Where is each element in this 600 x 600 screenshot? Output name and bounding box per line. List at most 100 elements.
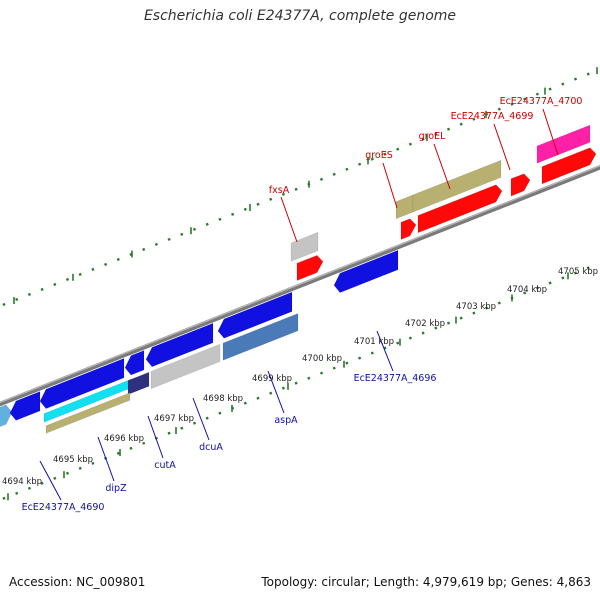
- inner-tick-track-dot: [91, 461, 95, 465]
- outer-tick-track-dot: [154, 242, 158, 246]
- gene-partial-reverse[interactable]: [0, 404, 13, 435]
- inner-tick-track-dot: [370, 351, 374, 355]
- gene-reverse[interactable]: [145, 322, 214, 368]
- outer-tick-track-dot: [142, 247, 146, 251]
- scale-label: 4701 kbp: [354, 337, 394, 347]
- outer-tick-track-dot: [91, 267, 95, 271]
- outer-tick-track-dot: [573, 77, 578, 81]
- scale-label: 4699 kbp: [252, 374, 292, 384]
- inner-tick-track-dot: [421, 331, 425, 335]
- gene-forward[interactable]: [417, 184, 503, 234]
- inner-tick-track-dot: [523, 291, 527, 295]
- inner-tick-track-dot: [281, 386, 285, 390]
- inner-tick-track-dot: [573, 271, 578, 275]
- gene-reverse[interactable]: [333, 249, 399, 293]
- outer-tick-track-dot: [434, 132, 438, 136]
- forward-gene-leader: [280, 196, 298, 243]
- inner-tick-track-dot: [294, 381, 298, 385]
- outer-tick-track-dot: [15, 297, 19, 302]
- gene-forward-gray[interactable]: [290, 231, 319, 262]
- inner-tick-track-dot: [167, 431, 171, 435]
- outer-tick-track-dot: [269, 197, 273, 201]
- gene-forward[interactable]: [296, 255, 324, 281]
- reverse-gene-label: EcE24377A_4696: [354, 373, 437, 384]
- gene-forward-pink[interactable]: [536, 124, 591, 164]
- forward-gene-leader: [433, 143, 451, 190]
- inner-tick-track-dot: [65, 471, 70, 475]
- gene-reverse-gray[interactable]: [150, 343, 221, 390]
- scale-label: 4694 kbp: [2, 477, 42, 487]
- gene-reverse[interactable]: [39, 357, 125, 409]
- inner-tick-track-dot: [15, 491, 19, 495]
- reverse-gene-leader: [147, 415, 164, 459]
- outer-tick-track-dot: [319, 177, 324, 181]
- gene-forward-khaki[interactable]: [412, 159, 502, 213]
- gene-reverse[interactable]: [124, 350, 145, 376]
- inner-tick-track-dot: [53, 476, 57, 480]
- scale-label: 4695 kbp: [53, 455, 93, 465]
- outer-tick-track-dot: [53, 282, 57, 287]
- reverse-gene-leader: [97, 436, 115, 482]
- outer-tick-track-dot: [510, 102, 514, 106]
- outer-tick-track-dot: [535, 92, 539, 96]
- gene-reverse[interactable]: [9, 391, 41, 421]
- outer-tick-track-dot: [586, 72, 590, 76]
- inner-tick-track-dot: [408, 336, 412, 340]
- outer-tick-track-dot: [383, 152, 387, 156]
- inner-tick-track-dot: [78, 466, 82, 470]
- outer-tick-track-dot: [104, 262, 108, 266]
- outer-tick-track-dot: [27, 292, 31, 297]
- outer-tick-track-dot: [231, 212, 235, 216]
- reverse-gene-label: cutA: [154, 460, 176, 471]
- outer-tick-track-dot: [167, 237, 171, 241]
- gene-forward[interactable]: [541, 147, 597, 185]
- map-title: Escherichia coli E24377A, complete genom…: [143, 8, 457, 24]
- inner-tick-track-dot: [485, 306, 489, 310]
- scale-label: 4704 kbp: [507, 285, 547, 295]
- reverse-gene-label: dcuA: [199, 442, 223, 453]
- gene-forward[interactable]: [510, 173, 531, 197]
- outer-tick-track-dot: [281, 192, 285, 196]
- inner-tick-track-dot: [535, 286, 539, 290]
- inner-tick-track-dot: [269, 391, 273, 395]
- gene-forward-khaki[interactable]: [395, 194, 414, 220]
- scale-label: 4696 kbp: [104, 434, 144, 444]
- inner-tick-track-dot: [548, 281, 552, 285]
- outer-tick-track-dot: [523, 97, 527, 101]
- scale-label: 4697 kbp: [154, 414, 194, 424]
- inner-tick-track-dot: [142, 441, 146, 445]
- gene-reverse[interactable]: [217, 291, 293, 339]
- scale-label: 4702 kbp: [405, 319, 445, 329]
- forward-gene-label: groES: [365, 150, 393, 161]
- inner-tick-track-dot: [586, 266, 590, 270]
- outer-tick-track-dot: [561, 82, 565, 86]
- outer-tick-track-dot: [548, 87, 552, 91]
- forward-gene-leader: [382, 162, 398, 209]
- outer-tick-track-dot: [78, 272, 82, 276]
- inner-tick-track-dot: [358, 356, 362, 360]
- outer-tick-track-dot: [2, 302, 6, 307]
- gene-forward[interactable]: [400, 218, 417, 240]
- outer-tick-track-dot: [65, 277, 70, 282]
- gene-reverse-steel[interactable]: [222, 313, 299, 361]
- outer-tick-track-dot: [358, 162, 362, 166]
- scale-label: 4703 kbp: [456, 302, 496, 312]
- inner-tick-track-dot: [396, 341, 400, 345]
- outer-tick-track-dot: [40, 287, 44, 292]
- gene-reverse-khaki[interactable]: [45, 392, 131, 434]
- reverse-gene-label: aspA: [274, 415, 298, 426]
- inner-tick-track-dot: [180, 426, 184, 430]
- reverse-gene-label: dipZ: [105, 483, 127, 494]
- inner-tick-track-dot: [319, 371, 324, 375]
- outer-tick-track-dot: [345, 167, 349, 171]
- inner-tick-track-dot: [116, 451, 120, 455]
- inner-tick-track-dot: [27, 486, 31, 490]
- inner-tick-track-dot: [434, 326, 438, 330]
- reverse-gene-leader: [267, 370, 285, 414]
- forward-gene-label: groEL: [419, 131, 447, 142]
- genome-backbone: [0, 164, 600, 407]
- gene-reverse-navy[interactable]: [127, 371, 150, 395]
- inner-tick-track-dot: [243, 401, 247, 405]
- outer-tick-track-dot: [421, 137, 425, 141]
